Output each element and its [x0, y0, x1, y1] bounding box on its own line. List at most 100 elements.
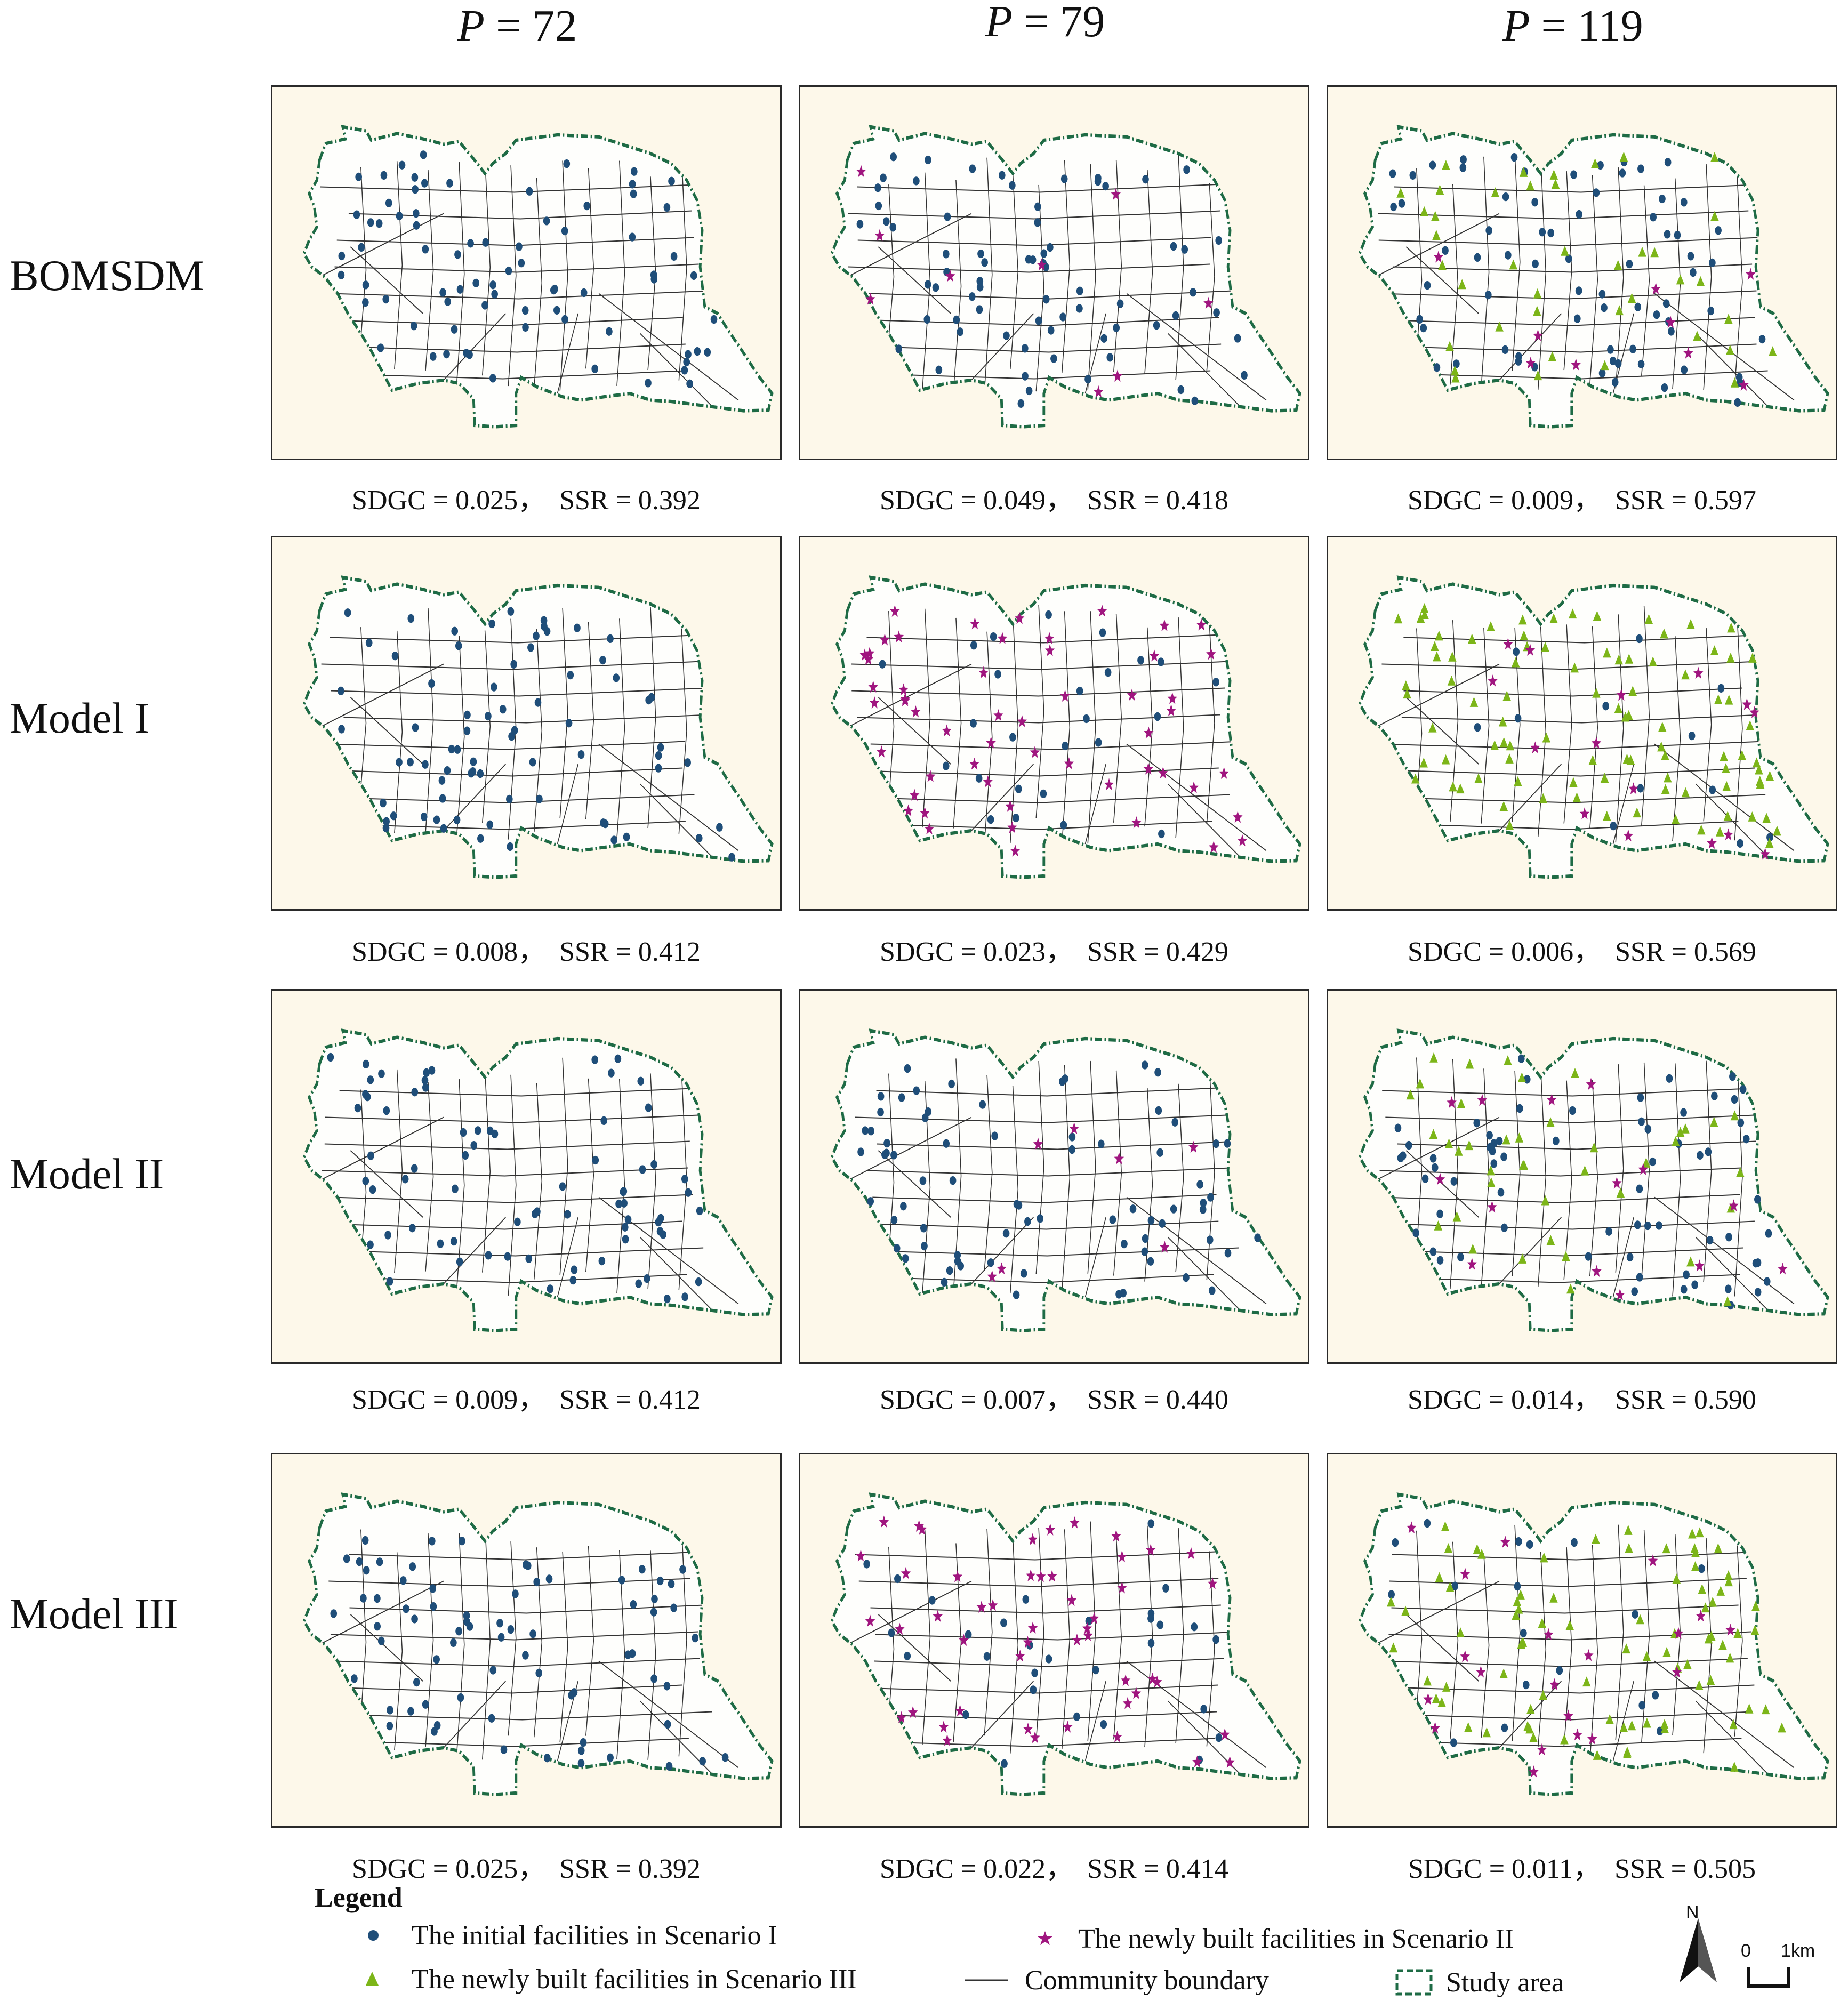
community-boundaries — [319, 607, 739, 858]
scenario2-facility-marker — [865, 292, 875, 305]
legend-label-initial: The initial facilities in Scenario I — [412, 1920, 777, 1951]
initial-facility-marker — [969, 164, 976, 173]
scenario2-facility-marker — [1188, 781, 1199, 793]
scenario2-facility-marker — [1007, 821, 1017, 833]
panel-stats: SDGC = 0.007， SSR = 0.440 — [880, 1385, 1228, 1415]
scenario2-facility-marker — [1672, 1666, 1682, 1678]
scenario2-facility-marker — [1586, 1078, 1596, 1090]
initial-facility-marker — [976, 305, 983, 314]
initial-facility-marker — [925, 1107, 932, 1116]
scenario3-facility-marker — [1423, 1675, 1432, 1686]
study-area-boundary — [302, 1028, 774, 1332]
initial-facility-marker — [577, 750, 585, 759]
initial-facility-marker — [890, 1151, 897, 1160]
initial-facility-marker — [577, 1746, 585, 1755]
community-boundary-line — [1405, 697, 1479, 765]
community-boundary-line — [876, 1140, 1239, 1150]
scenario2-facility-marker — [1167, 692, 1177, 704]
initial-facility-marker — [877, 1092, 885, 1101]
initial-facility-marker — [880, 173, 887, 182]
scenario2-facility-marker — [1066, 1594, 1077, 1606]
initial-facility-marker — [567, 670, 574, 680]
initial-facility-marker — [987, 815, 994, 824]
scenario2-facility-marker — [945, 269, 955, 282]
initial-facility-marker — [380, 798, 387, 808]
community-boundary-line — [1084, 1681, 1106, 1762]
community-boundary-line — [1126, 743, 1267, 851]
initial-facility-marker — [1129, 1204, 1137, 1214]
scenario3-facility-marker — [1619, 151, 1628, 162]
scenario2-facility-marker — [1192, 1755, 1202, 1768]
community-boundary-line — [1589, 1545, 1598, 1761]
scenario2-facility-marker — [901, 1566, 911, 1579]
community-boundary-line — [1654, 743, 1795, 851]
community-boundary-line — [342, 1738, 689, 1747]
community-boundary-line — [350, 697, 423, 765]
initial-facility-marker — [1083, 714, 1090, 724]
scenario3-facility-marker — [1671, 1136, 1680, 1146]
initial-facility-marker — [1532, 259, 1539, 269]
community-boundary-line — [984, 631, 993, 843]
scenario2-facility-marker — [877, 745, 887, 758]
scenario3-facility-marker — [1533, 288, 1542, 299]
community-boundary-line — [1378, 210, 1749, 220]
initial-facility-marker — [1610, 822, 1617, 831]
initial-facility-marker — [423, 1068, 430, 1078]
community-boundary-line — [859, 767, 1219, 777]
map-panel — [799, 989, 1309, 1364]
initial-facility-marker — [862, 1126, 869, 1135]
initial-facility-marker — [574, 623, 581, 632]
panel-stats: SDGC = 0.014， SSR = 0.590 — [1408, 1385, 1756, 1415]
initial-facility-marker — [401, 1175, 409, 1184]
initial-facility-marker — [924, 280, 931, 289]
initial-facility-marker — [879, 660, 886, 669]
community-boundary-line — [1175, 1083, 1184, 1272]
scenario2-facility-marker — [890, 605, 900, 617]
scale-zero-label: 0 — [1741, 1941, 1751, 1961]
initial-facility-marker — [1162, 1584, 1169, 1593]
community-boundary-line — [855, 1247, 1239, 1257]
scenario2-facility-marker — [970, 617, 980, 630]
initial-facility-marker — [433, 1655, 440, 1664]
scenario2-facility-marker — [1760, 847, 1770, 860]
study-area-fill — [1360, 577, 1828, 878]
scenario2-facility-marker — [1525, 644, 1536, 656]
initial-facility-marker — [1649, 1157, 1656, 1167]
legend-label-scenario3: The newly built facilities in Scenario I… — [412, 1964, 857, 1995]
community-boundary-line — [858, 370, 1211, 380]
community-boundary-line — [848, 210, 1220, 220]
scenario3-facility-marker — [1625, 1542, 1633, 1553]
legend-label-scenario2: The newly built facilities in Scenario I… — [1078, 1923, 1514, 1954]
initial-facility-marker — [459, 1537, 465, 1546]
initial-facility-marker — [629, 180, 636, 189]
initial-facility-marker — [380, 171, 388, 180]
p-value: = 79 — [1012, 0, 1105, 46]
initial-facility-marker — [721, 1753, 729, 1762]
community-boundary-line — [481, 159, 491, 376]
initial-facility-marker — [1141, 1247, 1148, 1256]
north-arrow-icon — [1680, 1918, 1717, 1982]
initial-facility-marker — [1517, 1054, 1525, 1063]
initial-facility-marker — [409, 1224, 416, 1233]
row-label-bomsdm: BOMSDM — [10, 251, 204, 300]
community-boundary-line — [1375, 663, 1500, 728]
community-boundary-line — [598, 1660, 739, 1769]
initial-facility-marker — [610, 835, 618, 845]
initial-facility-marker — [1034, 218, 1041, 227]
initial-facility-marker — [1758, 335, 1766, 344]
legend-item-study-area: Study area — [1376, 1966, 1564, 1998]
initial-facility-marker — [362, 298, 369, 307]
scenario3-facility-marker — [1622, 1643, 1630, 1654]
community-boundary-line — [1589, 626, 1598, 829]
initial-facility-marker — [1022, 1595, 1030, 1604]
initial-facility-marker — [1137, 656, 1144, 665]
initial-facility-marker — [367, 218, 374, 227]
scenario3-facility-marker — [1619, 1722, 1628, 1732]
scenario2-facility-marker — [1530, 741, 1540, 753]
scenario3-facility-marker — [1661, 784, 1670, 794]
scenario2-facility-marker — [924, 822, 935, 835]
initial-facility-marker — [474, 1126, 481, 1135]
community-boundary-line — [319, 1116, 444, 1182]
community-boundary-line — [1126, 293, 1267, 401]
community-boundary-line — [1703, 1060, 1712, 1282]
